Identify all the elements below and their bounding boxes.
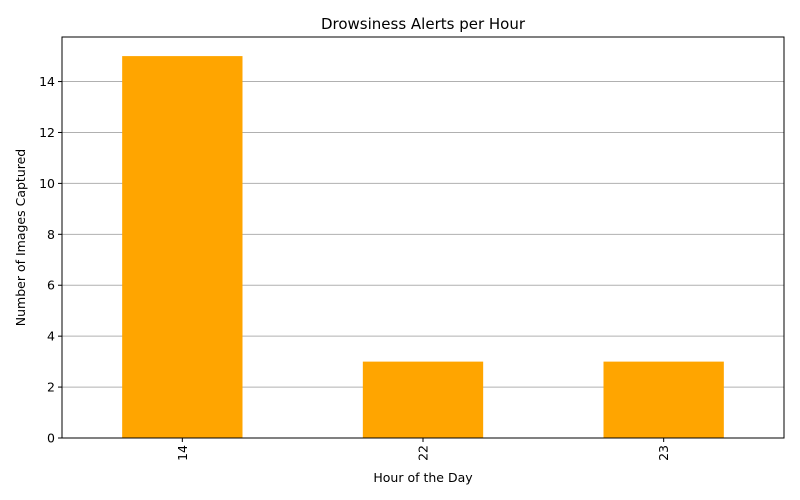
bar-22 <box>362 361 484 438</box>
x-tick-label-22: 22 <box>416 445 431 461</box>
y-tick-label: 0 <box>47 431 55 446</box>
bar-14 <box>122 56 243 438</box>
bars <box>122 56 724 438</box>
bar-23 <box>603 361 724 438</box>
y-axis-ticks: 0 2 4 6 8 10 12 14 <box>39 74 62 446</box>
y-tick-label: 12 <box>39 125 55 140</box>
y-tick-label: 14 <box>39 74 55 89</box>
y-tick-label: 8 <box>47 227 55 242</box>
chart-title: Drowsiness Alerts per Hour <box>321 15 526 33</box>
x-axis-label: Hour of the Day <box>373 470 473 485</box>
x-axis-ticks: 14 22 23 <box>175 438 671 461</box>
y-tick-label: 4 <box>47 329 55 344</box>
y-axis-label: Number of Images Captured <box>13 149 28 326</box>
x-tick-label-23: 23 <box>656 445 671 461</box>
y-tick-label: 6 <box>47 278 55 293</box>
y-tick-label: 2 <box>47 380 55 395</box>
y-tick-label: 10 <box>39 176 55 191</box>
x-tick-label-14: 14 <box>175 445 190 461</box>
